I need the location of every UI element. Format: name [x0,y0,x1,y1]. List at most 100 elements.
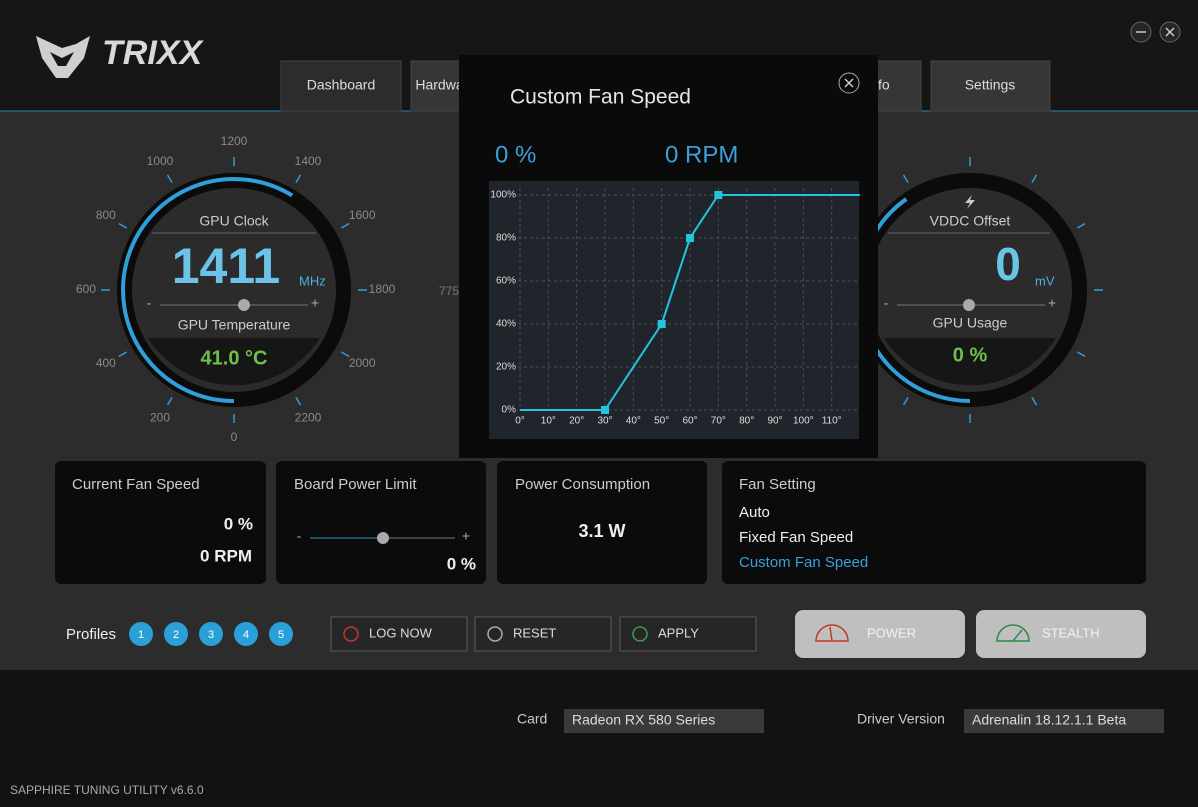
gauge-tick [1077,351,1086,358]
fan-setting-option[interactable]: Custom Fan Speed [739,554,868,571]
gauge-tick-label: 600 [76,282,96,296]
card-title: Current Fan Speed [72,476,200,493]
gauge-tick-label: 1400 [295,154,322,168]
curve-point[interactable] [686,234,694,242]
power-consumption-value: 3.1 W [578,521,625,541]
gauge-tick [295,397,302,406]
gauge-tick-label: 2000 [349,356,376,370]
slider-plus: + [311,295,319,311]
gauge-tick-label: 1000 [147,154,174,168]
vddc-value: 0 [995,238,1021,290]
gauge-tick-label: 200 [150,410,170,424]
slider-minus: - [297,528,302,544]
close-icon [1165,27,1175,37]
dialog-close[interactable] [838,72,860,94]
gauge-lower-panel [884,338,1056,386]
button-label[interactable]: APPLY [658,625,699,640]
gauge-tick-label: 775 [439,284,459,298]
profile-button[interactable] [129,622,153,646]
x-tick-label: 0° [515,416,525,427]
gpu-usage-label: GPU Usage [933,315,1008,331]
profile-number[interactable]: 5 [278,629,284,641]
profile-button[interactable] [164,622,188,646]
button-label[interactable]: POWER [867,625,916,640]
gauge-tick-label: 1800 [369,282,396,296]
fan-speed-percent: 0 % [224,514,253,533]
tab[interactable] [930,60,1051,112]
x-tick-label: 100° [793,416,814,427]
slider-minus: - [147,295,152,311]
x-tick-label: 30° [597,416,612,427]
vddc-label: VDDC Offset [930,213,1011,229]
vddc-unit: mV [1035,273,1055,288]
slider-minus: - [884,295,889,311]
tab-label[interactable]: Dashboard [307,77,376,93]
gauge-tick [902,397,909,406]
action-button[interactable] [330,616,468,652]
fan-setting-option[interactable]: Auto [739,504,770,521]
profile-number[interactable]: 1 [138,629,144,641]
footer-bg [0,670,1198,807]
chart-area [489,181,859,439]
mode-button[interactable] [795,610,965,658]
profile-button[interactable] [234,622,258,646]
fan-speed-rpm: 0 RPM [200,546,252,565]
button-label[interactable]: STEALTH [1042,625,1100,640]
profiles-label: Profiles [66,626,116,643]
power-limit-value: 0 % [447,554,476,573]
x-tick-label: 20° [569,416,584,427]
y-tick-label: 0% [502,405,517,416]
gauge-tick [1031,397,1038,406]
tab[interactable] [280,60,402,112]
y-tick-label: 100% [490,190,516,201]
button-label[interactable]: LOG NOW [369,625,433,640]
gauge-tick-label: 0 [231,430,238,444]
curve-point[interactable] [714,191,723,199]
y-tick-label: 40% [496,319,516,330]
y-tick-label: 80% [496,233,516,244]
gpu-usage-value: 0 % [953,344,988,366]
logo-mark-cut [50,52,74,66]
mode-button[interactable] [976,610,1146,658]
tab-label[interactable]: Settings [965,77,1016,93]
profile-number[interactable]: 2 [173,629,179,641]
x-tick-label: 90° [767,416,782,427]
action-button[interactable] [619,616,757,652]
gauge-tick-label: 800 [96,208,116,222]
button-label[interactable]: RESET [513,625,556,640]
card [722,461,1146,584]
gauge-tick [166,397,173,406]
card-title: Fan Setting [739,476,816,493]
x-tick-label: 80° [739,416,754,427]
gauge-tick-label: 400 [96,356,116,370]
x-tick-label: 40° [626,416,641,427]
gauge-tick [295,174,302,183]
gauge-tick [118,222,127,229]
gauge-arc [121,177,294,403]
card [55,461,266,584]
gpu-clock-label: GPU Clock [199,213,269,229]
fan-setting-option[interactable]: Fixed Fan Speed [739,529,853,546]
gauge-tick [166,174,173,183]
fan-rpm: 0 RPM [665,141,738,168]
gauge-tick [1031,174,1038,183]
mode-icon [996,624,1030,642]
x-tick-label: 70° [711,416,726,427]
slider-knob[interactable] [377,532,389,544]
curve-point[interactable] [657,320,666,328]
mode-icon [815,624,849,642]
profile-button[interactable] [269,622,293,646]
curve-point[interactable] [601,406,609,414]
action-button[interactable] [474,616,612,652]
slider-knob[interactable] [963,299,975,311]
button-icon [343,626,359,642]
profile-number[interactable]: 3 [208,629,214,641]
slider-knob[interactable] [238,299,250,311]
card [497,461,707,584]
profile-number[interactable]: 4 [243,629,249,641]
card-name: Radeon RX 580 Series [572,712,715,728]
gauge-tick [1077,222,1086,229]
profile-button[interactable] [199,622,223,646]
